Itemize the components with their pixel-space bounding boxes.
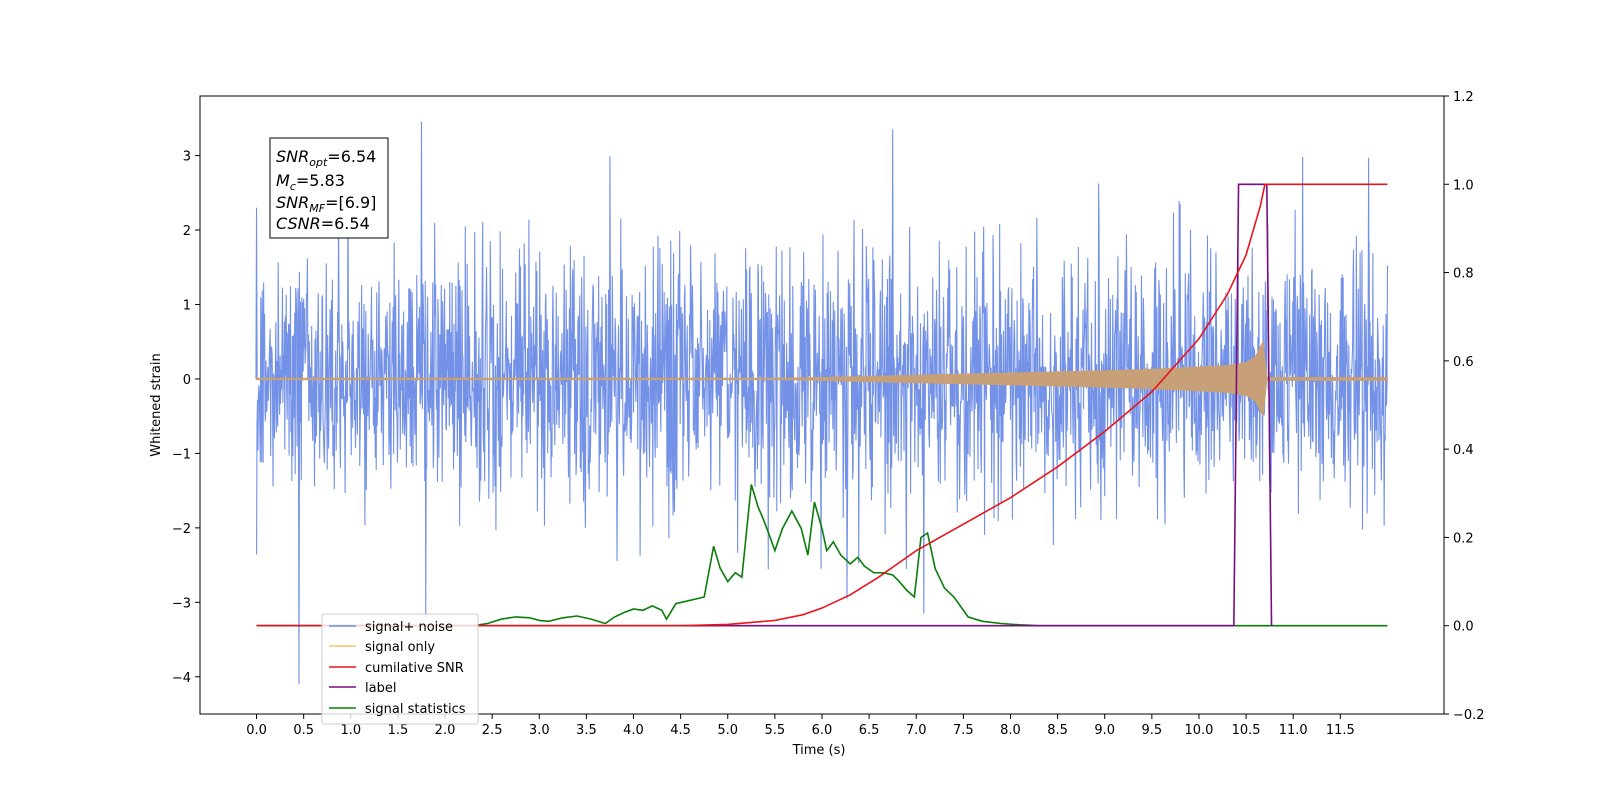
y-left-tick-label: −4 [172, 671, 191, 686]
y-axis-right-ticks: 1.2 1.0 0.8 0.6 0.4 0.2 0.0 −0.2 [1444, 90, 1485, 723]
x-tick-label: 9.5 [1142, 723, 1163, 738]
y-left-tick-label: −2 [172, 522, 191, 537]
svg-text:cumilative SNR: cumilative SNR [365, 661, 464, 676]
y-right-tick-label: 0.0 [1453, 620, 1474, 635]
x-tick-label: 5.0 [717, 723, 738, 738]
x-tick-label: 3.5 [576, 723, 597, 738]
x-tick-label: 11.5 [1326, 723, 1355, 738]
series-cumulative-snr [256, 183, 1388, 627]
x-tick-label: 8.0 [1000, 723, 1021, 738]
y-right-tick-label: 0.4 [1453, 443, 1474, 458]
annotation-line-snr-opt: SNRopt=6.54 [276, 147, 376, 169]
x-tick-label: 11.0 [1279, 723, 1308, 738]
series-signal-noise [255, 122, 1388, 685]
x-tick-label: 5.5 [765, 723, 786, 738]
legend: signal+ noise signal only cumilative SNR… [321, 613, 479, 725]
x-axis-ticks: 0.0 0.5 1.0 1.5 2.0 2.5 3.0 3.5 4.0 4.5 5.0 5.5 6.0 6… [246, 714, 1355, 738]
series-layer [255, 122, 1388, 685]
series-label [256, 183, 1273, 627]
x-tick-label: 0.0 [246, 723, 267, 738]
svg-text:signal+ noise: signal+ noise [365, 620, 453, 635]
x-tick-label: 8.5 [1047, 723, 1068, 738]
x-tick-label: 2.0 [435, 723, 456, 738]
svg-text:signal statistics: signal statistics [365, 702, 466, 717]
y-left-tick-label: −1 [172, 447, 191, 462]
svg-text:signal only: signal only [365, 640, 435, 655]
x-tick-label: 7.0 [906, 723, 927, 738]
svg-text:label: label [365, 681, 396, 696]
series-signal-statistics [256, 484, 1388, 627]
x-tick-label: 6.5 [859, 723, 880, 738]
legend-entry-signal-only: signal only [329, 640, 435, 655]
x-tick-label: 1.5 [388, 723, 409, 738]
x-tick-label: 2.5 [482, 723, 503, 738]
annotation-line-snr-mf: SNRMF=[6.9] [276, 193, 376, 215]
x-tick-label: 6.0 [812, 723, 833, 738]
legend-entry-signal-statistics: signal statistics [329, 702, 466, 717]
x-tick-label: 10.0 [1184, 723, 1213, 738]
x-tick-label: 4.5 [670, 723, 691, 738]
legend-entry-label: label [329, 681, 396, 696]
y-left-tick-label: 1 [183, 298, 191, 313]
annotation-line-csnr: CSNR=6.54 [276, 214, 370, 233]
y-left-tick-label: −3 [172, 596, 191, 611]
annotation-box: SNRopt=6.54 Mc=5.83 SNRMF=[6.9] CSNR=6.5… [269, 137, 389, 239]
x-axis-label: Time (s) [792, 743, 846, 758]
series-signal-only [256, 339, 1388, 418]
y-left-tick-label: 0 [183, 373, 191, 388]
x-tick-label: 3.0 [529, 723, 550, 738]
x-tick-label: 1.0 [340, 723, 361, 738]
x-tick-label: 4.0 [623, 723, 644, 738]
y-axis-label: Whitened strain [149, 353, 164, 456]
y-left-tick-label: 2 [183, 224, 191, 239]
y-right-tick-label: 0.8 [1453, 267, 1474, 282]
x-tick-label: 9.0 [1094, 723, 1115, 738]
y-right-tick-label: 0.6 [1453, 355, 1474, 370]
y-axis-left-ticks: 3 2 1 0 −1 −2 −3 −4 [172, 150, 200, 686]
y-right-tick-label: −0.2 [1453, 708, 1485, 723]
annotation-line-mc: Mc=5.83 [276, 171, 345, 193]
y-right-tick-label: 1.2 [1453, 90, 1474, 105]
y-left-tick-label: 3 [183, 150, 191, 165]
x-tick-label: 0.5 [293, 723, 314, 738]
legend-entry-cumulative-snr: cumilative SNR [329, 661, 464, 676]
y-right-tick-label: 1.0 [1453, 178, 1474, 193]
legend-entry-signal-noise: signal+ noise [329, 620, 453, 635]
x-tick-label: 7.5 [953, 723, 974, 738]
x-tick-label: 10.5 [1232, 723, 1261, 738]
y-right-tick-label: 0.2 [1453, 531, 1474, 546]
